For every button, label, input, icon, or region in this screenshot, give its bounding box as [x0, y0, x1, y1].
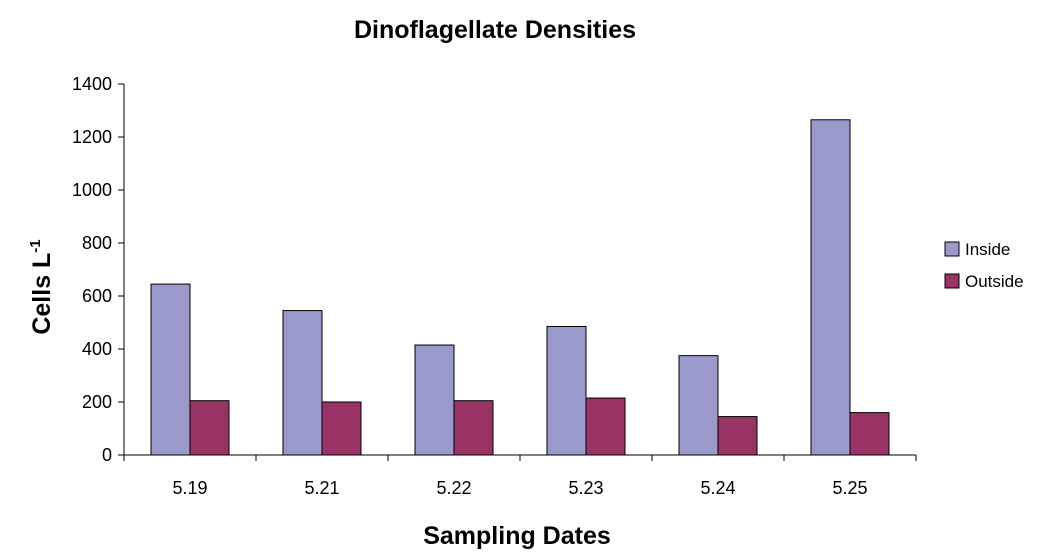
y-axis-title-superscript: -1: [27, 239, 44, 252]
y-tick-label: 1200: [72, 127, 112, 147]
bar-inside-5-23: [546, 325, 587, 456]
y-tick-label: 1000: [72, 180, 112, 200]
bar-outside-5-24: [717, 416, 758, 456]
legend: Inside Outside: [944, 240, 1024, 291]
bar-inside-5-24: [678, 355, 719, 456]
x-tick-label: 5.25: [832, 478, 867, 498]
y-tick-label: 1400: [72, 74, 112, 94]
bar-inside-5-22: [414, 344, 455, 456]
bar-outside-5-19: [189, 400, 230, 456]
bar-inside-5-25: [810, 119, 851, 456]
plot-area: 0 200 400 600 800 1000 1200 1400 5.19 5.21 5.22 5.2…: [72, 74, 917, 498]
bar-outside-5-21: [321, 401, 362, 456]
legend-label-outside: Outside: [965, 272, 1024, 291]
x-axis-title: Sampling Dates: [423, 522, 611, 550]
bar-inside-5-19: [150, 283, 191, 456]
x-tick-label: 5.22: [436, 478, 471, 498]
bar-outside-5-22: [453, 400, 494, 456]
x-tick-label: 5.23: [568, 478, 603, 498]
y-tick-label: 400: [82, 339, 112, 359]
x-tick-label: 5.19: [172, 478, 207, 498]
legend-swatch-outside: [944, 273, 960, 289]
y-tick-label: 0: [102, 445, 112, 465]
svg-text:Cells L-1: Cells L-1: [27, 239, 56, 334]
chart-title: Dinoflagellate Densities: [354, 16, 636, 44]
legend-label-inside: Inside: [965, 240, 1010, 259]
y-axis-title: Cells L-1: [27, 239, 56, 334]
x-tick-label: 5.21: [304, 478, 339, 498]
y-tick-label: 600: [82, 286, 112, 306]
legend-swatch-inside: [944, 241, 960, 257]
x-tick-label: 5.24: [700, 478, 735, 498]
bar-outside-5-23: [585, 397, 626, 456]
bar-inside-5-21: [282, 310, 323, 456]
y-axis-title-text: Cells L: [28, 253, 56, 335]
y-tick-label: 800: [82, 233, 112, 253]
y-tick-label: 200: [82, 392, 112, 412]
bar-outside-5-25: [849, 412, 890, 456]
